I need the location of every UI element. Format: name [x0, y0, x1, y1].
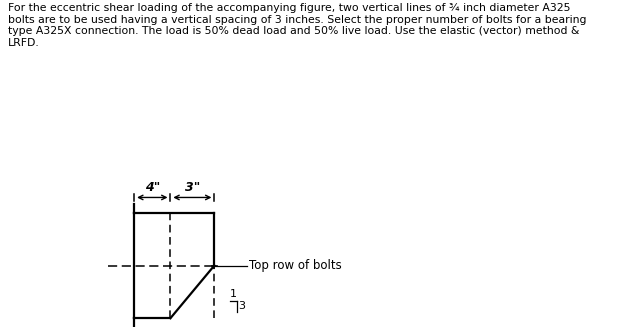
Text: Top row of bolts: Top row of bolts: [250, 259, 342, 272]
Text: 1: 1: [230, 289, 237, 299]
Text: 3: 3: [238, 301, 245, 311]
Text: For the eccentric shear loading of the accompanying figure, two vertical lines o: For the eccentric shear loading of the a…: [8, 3, 586, 48]
Text: 3": 3": [185, 181, 200, 194]
Text: 4": 4": [145, 181, 160, 194]
